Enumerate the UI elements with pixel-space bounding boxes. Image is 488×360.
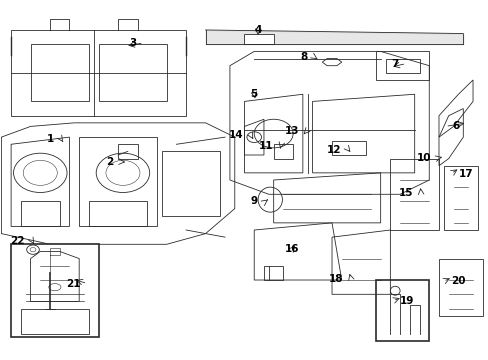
Text: 21: 21 [65,279,80,289]
Text: 2: 2 [106,157,114,167]
Text: 15: 15 [398,188,413,198]
Polygon shape [11,244,99,337]
Text: 12: 12 [326,145,341,156]
Text: 20: 20 [450,276,464,287]
Polygon shape [244,33,273,44]
Text: 11: 11 [259,141,273,151]
Text: 7: 7 [391,59,398,68]
Text: 14: 14 [228,130,243,140]
Text: 9: 9 [250,197,258,206]
Text: 6: 6 [452,121,459,131]
Text: 19: 19 [399,296,414,306]
Text: 17: 17 [458,168,472,179]
Text: 13: 13 [284,126,298,136]
Text: 16: 16 [285,244,299,254]
Text: 18: 18 [328,274,343,284]
Text: 4: 4 [254,25,261,35]
Text: 1: 1 [46,134,54,144]
Text: 5: 5 [250,89,257,99]
Text: 8: 8 [300,53,307,63]
Text: 22: 22 [10,236,25,246]
Text: 3: 3 [129,38,136,48]
Text: 10: 10 [416,153,431,163]
